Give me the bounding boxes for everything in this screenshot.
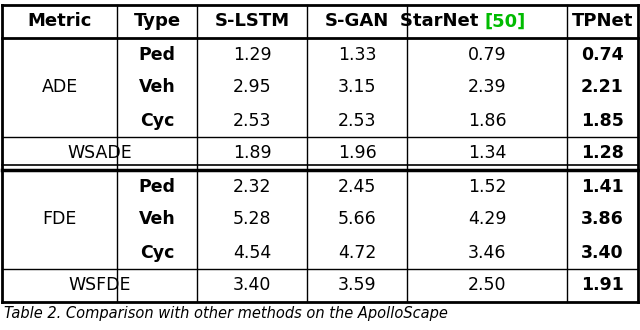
Text: 1.89: 1.89 [233, 145, 271, 162]
Text: Ped: Ped [138, 178, 175, 195]
Text: Cyc: Cyc [140, 112, 174, 129]
Text: 1.52: 1.52 [468, 178, 506, 195]
Text: 4.54: 4.54 [233, 244, 271, 261]
Text: 2.53: 2.53 [233, 112, 271, 129]
Text: 3.15: 3.15 [338, 79, 376, 96]
Text: Veh: Veh [139, 79, 175, 96]
Text: ADE: ADE [42, 79, 77, 96]
Text: Table 2. Comparison with other methods on the ApolloScape: Table 2. Comparison with other methods o… [4, 306, 448, 321]
Text: WSADE: WSADE [67, 145, 132, 162]
Text: 3.86: 3.86 [581, 211, 624, 228]
Text: 3.46: 3.46 [468, 244, 506, 261]
Text: WSFDE: WSFDE [68, 277, 131, 294]
Text: 5.28: 5.28 [233, 211, 271, 228]
Text: Metric: Metric [28, 13, 92, 30]
Text: 3.40: 3.40 [581, 244, 624, 261]
Text: 0.74: 0.74 [581, 46, 624, 63]
Text: 2.53: 2.53 [338, 112, 376, 129]
Text: Veh: Veh [139, 211, 175, 228]
Text: StarNet: StarNet [401, 13, 485, 30]
Text: 2.21: 2.21 [581, 79, 624, 96]
Text: 1.28: 1.28 [581, 145, 624, 162]
Text: S-LSTM: S-LSTM [214, 13, 289, 30]
Text: TPNet: TPNet [572, 13, 633, 30]
Text: 2.95: 2.95 [233, 79, 271, 96]
Text: S-GAN: S-GAN [325, 13, 389, 30]
Text: Cyc: Cyc [140, 244, 174, 261]
Text: 2.50: 2.50 [468, 277, 506, 294]
Text: 0.79: 0.79 [468, 46, 506, 63]
Text: Ped: Ped [138, 46, 175, 63]
Text: 4.29: 4.29 [468, 211, 506, 228]
Text: Type: Type [133, 13, 180, 30]
Text: 3.59: 3.59 [338, 277, 376, 294]
Text: 1.91: 1.91 [581, 277, 624, 294]
Text: 1.41: 1.41 [581, 178, 624, 195]
Text: 5.66: 5.66 [338, 211, 376, 228]
Text: 2.32: 2.32 [233, 178, 271, 195]
Text: 1.86: 1.86 [468, 112, 506, 129]
Text: 2.39: 2.39 [468, 79, 506, 96]
Text: 3.40: 3.40 [233, 277, 271, 294]
Text: 1.34: 1.34 [468, 145, 506, 162]
Text: FDE: FDE [42, 211, 77, 228]
Text: 2.45: 2.45 [338, 178, 376, 195]
Text: 1.29: 1.29 [233, 46, 271, 63]
Text: 1.85: 1.85 [581, 112, 624, 129]
Text: [50]: [50] [485, 13, 526, 30]
Text: 1.96: 1.96 [338, 145, 376, 162]
Text: 1.33: 1.33 [338, 46, 376, 63]
Text: 4.72: 4.72 [338, 244, 376, 261]
